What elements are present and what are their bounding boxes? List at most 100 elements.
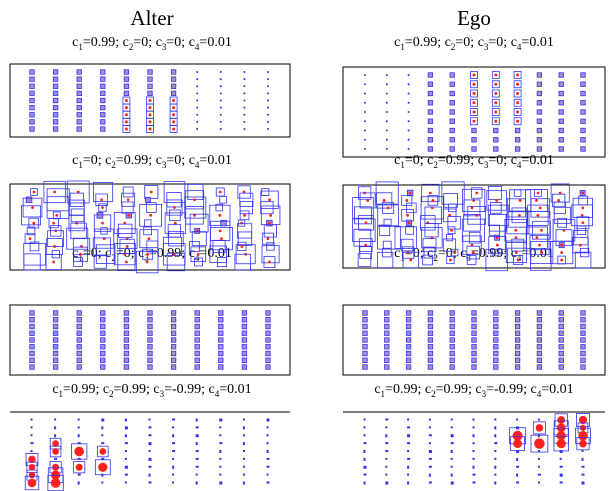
cell-center (538, 206, 542, 210)
cell-center (32, 221, 36, 225)
cell-box (52, 364, 59, 370)
cell-dot (172, 442, 176, 445)
cell-box (427, 323, 434, 330)
cell-box (490, 202, 502, 214)
cell-box (536, 364, 543, 370)
cell-dot (148, 426, 152, 429)
cell-box (491, 108, 500, 116)
cell-center (126, 198, 130, 202)
cell-dot (385, 481, 389, 485)
cell-dot (219, 113, 222, 116)
cell-box (218, 323, 224, 330)
cell-center (32, 190, 36, 194)
cell-box (76, 317, 82, 323)
cell-center (471, 251, 475, 254)
cell-center (172, 120, 176, 124)
cell-box (423, 246, 436, 259)
cell-center (581, 206, 585, 210)
panel-ego-1 (342, 66, 606, 158)
cell-center (514, 236, 518, 240)
cell-box (488, 214, 507, 232)
cell-center (52, 221, 56, 225)
cell-center (516, 73, 520, 77)
cell-dot (196, 71, 199, 73)
cell-box (241, 317, 248, 323)
cell-dot (172, 465, 175, 469)
cell-box (241, 310, 248, 316)
row-caption: c1=0.99; c2=0; c3=0; c4=0.01 (394, 35, 554, 52)
cell-dot (266, 450, 269, 453)
cell-dot (266, 465, 270, 468)
cell-dot (30, 434, 33, 437)
cell-box (558, 137, 564, 143)
cell-box (536, 323, 543, 330)
cell-box (449, 118, 455, 124)
cell-center (31, 206, 34, 209)
cell-box (514, 317, 521, 323)
cell-dot (219, 106, 222, 109)
cell-dot (516, 465, 520, 468)
cell-dot (581, 465, 585, 468)
cell-center (516, 82, 520, 86)
cell-dot (385, 426, 388, 429)
cell-dot (407, 83, 410, 86)
cell-box (29, 317, 35, 323)
cell-box (21, 205, 41, 226)
cell-center (472, 92, 476, 95)
cell-dot (428, 473, 431, 477)
cell-box (427, 364, 434, 370)
cell-dot (266, 434, 269, 437)
cell-box (466, 255, 477, 265)
cell-dot (364, 111, 366, 113)
cell-box (123, 344, 130, 350)
cell-dot (101, 473, 104, 477)
cell-box (558, 100, 564, 106)
cell-dot (266, 418, 270, 422)
cell-box (513, 89, 522, 98)
cell-dot (77, 418, 80, 421)
cell-box (72, 246, 88, 262)
cell-box (29, 76, 35, 82)
cell-box (532, 421, 546, 435)
cell-box (530, 434, 549, 453)
cell-box (362, 357, 368, 363)
cell-center (382, 199, 386, 202)
cell-dot (266, 481, 270, 484)
cell-dot (494, 473, 497, 476)
cell-box (215, 187, 225, 197)
cell-center (562, 228, 566, 232)
row-caption: c1=0; c2=0.99; c3=0; c4=0.01 (72, 153, 232, 170)
cell-center (266, 237, 270, 241)
cell-box (384, 344, 390, 350)
cell-center (494, 101, 498, 105)
cell-box (118, 223, 133, 239)
cell-box (194, 317, 200, 323)
cell-box (169, 209, 181, 222)
cell-center (50, 478, 61, 488)
cell-dot (172, 473, 175, 476)
cell-box (471, 187, 483, 199)
cell-dot (428, 457, 432, 460)
cell-box (170, 337, 177, 343)
cell-box (100, 364, 106, 370)
cell-dot (124, 418, 127, 422)
panel-ego-4 (343, 411, 605, 485)
cell-center (556, 431, 566, 441)
cell-dot (516, 481, 520, 484)
cell-box (506, 211, 530, 235)
cell-dot (101, 426, 104, 430)
cell-box (100, 126, 106, 132)
cell-box (493, 344, 499, 350)
cell-dot (195, 473, 198, 476)
cell-box (468, 231, 481, 244)
cell-box (558, 323, 564, 330)
cell-box (427, 81, 434, 87)
cell-box (576, 437, 590, 451)
cell-box (362, 317, 368, 323)
cell-box (123, 350, 130, 357)
cell-box (29, 350, 35, 357)
cell-box (394, 226, 418, 249)
cell-center (472, 110, 476, 114)
cell-dot (385, 111, 388, 113)
cell-center (242, 190, 246, 194)
